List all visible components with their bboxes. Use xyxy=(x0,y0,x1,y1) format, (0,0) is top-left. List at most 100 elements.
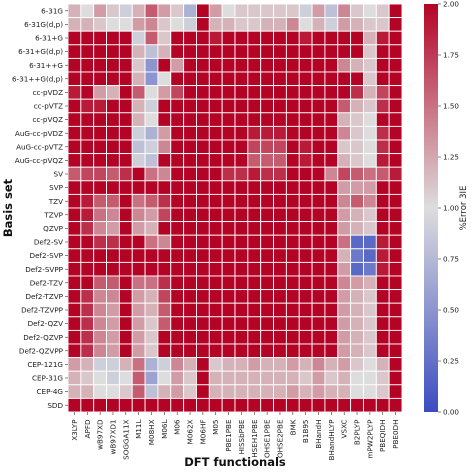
heatmap-cell xyxy=(131,153,146,168)
heatmap-cell xyxy=(196,112,210,127)
heatmap-cell xyxy=(388,57,403,73)
heatmap-cell xyxy=(388,153,403,168)
heatmap-cell xyxy=(298,44,313,59)
heatmap-cell xyxy=(260,57,274,73)
heatmap-cell xyxy=(260,85,274,100)
heatmap-cell xyxy=(311,370,326,386)
heatmap-cell xyxy=(183,153,197,168)
heatmap-cell xyxy=(157,370,172,386)
heatmap-cell xyxy=(388,370,403,386)
heatmap-cell xyxy=(170,57,185,73)
heatmap-cell xyxy=(196,180,210,195)
heatmap-cell xyxy=(183,180,197,195)
y-tick-label: CEP-31G xyxy=(32,374,63,383)
heatmap-cell xyxy=(170,30,185,46)
heatmap-cell xyxy=(183,234,197,250)
y-tick-labels: 6-31G 6-31G(d,p) 6-31+G 6-31+G(d,p) 6-31++G 6… xyxy=(12,6,68,410)
heatmap-cell xyxy=(388,44,403,59)
heatmap-cell xyxy=(67,302,82,318)
heatmap-cell xyxy=(311,234,326,250)
y-tick-label: Def2-QZVPP xyxy=(19,346,64,355)
heatmap-cell xyxy=(350,343,364,359)
heatmap-cell xyxy=(170,221,185,236)
heatmap-cell xyxy=(196,275,210,291)
heatmap-cell xyxy=(221,98,236,114)
heatmap-cell xyxy=(363,357,377,372)
heatmap-cell xyxy=(144,261,159,277)
heatmap-cell xyxy=(144,370,159,386)
heatmap-cell xyxy=(298,193,313,209)
heatmap-cell xyxy=(93,289,107,304)
heatmap-cell xyxy=(337,329,352,345)
heatmap-cell xyxy=(247,329,262,345)
heatmap-cell xyxy=(106,112,120,127)
heatmap-cell xyxy=(157,329,172,345)
heatmap-cell xyxy=(363,30,377,46)
heatmap-cell xyxy=(273,44,287,59)
heatmap-cell xyxy=(208,153,223,168)
heatmap-cell xyxy=(311,71,326,87)
colorbar-tick-label: 1.00 xyxy=(443,204,459,213)
heatmap-cell xyxy=(144,166,159,182)
heatmap-cell xyxy=(118,17,133,32)
heatmap-cell xyxy=(234,71,249,87)
heatmap-cell xyxy=(247,248,262,263)
heatmap-cell xyxy=(375,125,390,141)
heatmap-cell xyxy=(221,125,236,141)
heatmap-cell xyxy=(273,180,287,195)
heatmap-cell xyxy=(170,289,185,304)
heatmap-cell xyxy=(298,166,313,182)
heatmap-cell xyxy=(208,71,223,87)
heatmap-cell xyxy=(118,302,133,318)
heatmap-cell xyxy=(80,30,95,46)
heatmap-cell xyxy=(80,302,95,318)
heatmap-cell xyxy=(106,234,120,250)
heatmap-cell xyxy=(273,193,287,209)
heatmap-cell xyxy=(337,139,352,155)
heatmap-cell xyxy=(375,44,390,59)
heatmap-cell xyxy=(324,357,339,372)
heatmap-cell xyxy=(273,3,287,19)
heatmap-cell xyxy=(221,180,236,195)
heatmap-cell xyxy=(363,57,377,73)
heatmap-cell xyxy=(80,384,95,399)
heatmap-cell xyxy=(196,71,210,87)
heatmap-cell xyxy=(80,153,95,168)
heatmap-cell xyxy=(196,248,210,263)
heatmap-cell xyxy=(67,207,82,223)
heatmap-cell xyxy=(311,357,326,372)
heatmap-cell xyxy=(234,180,249,195)
heatmap-cell xyxy=(80,370,95,386)
heatmap-cell xyxy=(247,85,262,100)
heatmap-cell xyxy=(208,302,223,318)
heatmap-cell xyxy=(298,3,313,19)
heatmap-cell xyxy=(260,329,274,345)
heatmap-cell xyxy=(67,112,82,127)
heatmap-cell xyxy=(324,125,339,141)
heatmap-cell xyxy=(260,71,274,87)
heatmap-cell xyxy=(208,343,223,359)
heatmap-cell xyxy=(337,207,352,223)
heatmap-cell xyxy=(273,397,287,413)
heatmap-cell xyxy=(144,289,159,304)
heatmap-cell xyxy=(247,316,262,331)
heatmap-cell xyxy=(157,193,172,209)
heatmap-cell xyxy=(106,357,120,372)
heatmap-cell xyxy=(208,316,223,331)
heatmap-cell xyxy=(157,153,172,168)
x-tick-label: PBE1PBE xyxy=(224,419,233,452)
heatmap-cell xyxy=(350,30,364,46)
x-tick-label: SOGGA11X xyxy=(121,419,130,459)
heatmap-cell xyxy=(93,3,107,19)
heatmap-cell xyxy=(247,302,262,318)
y-tick-label: QZVP xyxy=(43,224,63,233)
heatmap-cell xyxy=(273,98,287,114)
colorbar xyxy=(424,4,438,412)
heatmap-cell xyxy=(183,166,197,182)
heatmap-cell xyxy=(170,343,185,359)
heatmap-cell xyxy=(375,357,390,372)
heatmap-cell xyxy=(375,343,390,359)
heatmap-cell xyxy=(247,357,262,372)
heatmap-cell xyxy=(247,44,262,59)
heatmap-cell xyxy=(350,153,364,168)
